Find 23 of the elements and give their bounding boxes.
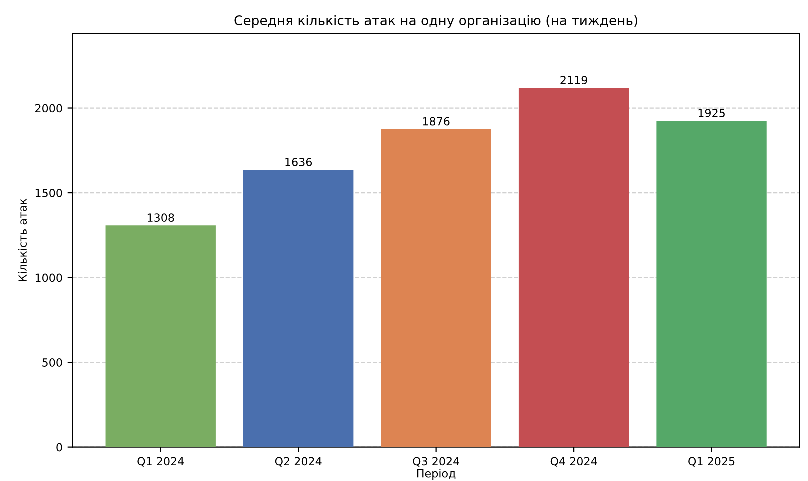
- bar: [381, 129, 492, 448]
- bar: [518, 88, 630, 448]
- y-tick-label: 2000: [36, 104, 62, 113]
- y-tick-label: 500: [42, 358, 62, 367]
- x-tick-label: Q2 2024: [275, 457, 322, 467]
- data-label: 1876: [423, 117, 450, 126]
- data-label: 1925: [698, 109, 725, 118]
- chart-title: Середня кількість атак на одну організацію (на тиждень): [234, 15, 638, 28]
- bar: [244, 170, 354, 448]
- x-tick-label: Q3 2024: [413, 457, 460, 467]
- x-tick-label: Q4 2024: [550, 457, 598, 467]
- data-label: 1636: [286, 158, 312, 166]
- y-axis-title: Кількість атак: [18, 198, 28, 282]
- y-tick-label: 0: [56, 443, 62, 452]
- x-tick-label: Q1 2024: [138, 457, 184, 467]
- data-label: 2119: [560, 76, 588, 85]
- bar: [106, 226, 216, 448]
- y-tick-label: 1500: [36, 189, 62, 198]
- y-tick-label: 1000: [36, 274, 62, 282]
- data-label: 1308: [148, 214, 174, 222]
- x-tick-label: Q1 2025: [688, 457, 735, 467]
- x-axis-title: Період: [418, 469, 456, 480]
- bar: [656, 120, 767, 448]
